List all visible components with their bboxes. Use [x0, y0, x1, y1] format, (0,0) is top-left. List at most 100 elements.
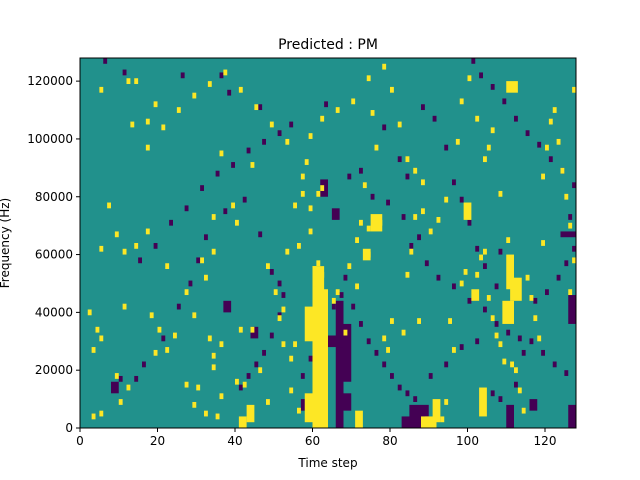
heatmap-cell-low [529, 338, 534, 345]
heatmap-cell-low [560, 231, 576, 238]
heatmap-cell-low [405, 173, 410, 180]
heatmap-cell-low [502, 98, 507, 105]
heatmap-cell-low [324, 101, 328, 108]
heatmap-cell-high [114, 231, 119, 238]
heatmap-cell-high [258, 367, 263, 374]
heatmap-cell-high [300, 173, 305, 180]
heatmap-cell-low [258, 231, 263, 238]
heatmap-cell-high [192, 92, 197, 99]
heatmap-cell-high [541, 240, 545, 246]
heatmap-cell-high [479, 387, 487, 417]
x-tick-label: 40 [227, 434, 242, 448]
heatmap-cell-high [436, 216, 441, 223]
heatmap-cell-low [281, 292, 286, 298]
heatmap-cell-low [572, 245, 576, 252]
heatmap-cell-high [145, 144, 150, 151]
heatmap-cell-low [452, 179, 456, 186]
heatmap-cell-low [409, 243, 414, 249]
heatmap-cell-high [494, 332, 499, 339]
heatmap-cell-low [219, 72, 224, 79]
heatmap-cell-high [424, 416, 429, 423]
heatmap-cell-high [490, 315, 495, 322]
heatmap-cell-low [397, 156, 402, 163]
heatmap-cell-low [351, 303, 356, 310]
heatmap-cell-high [560, 167, 565, 174]
heatmap-cell-low [215, 170, 220, 177]
heatmap-cell-high [421, 208, 425, 215]
heatmap-cell-high [219, 341, 224, 348]
heatmap-cell-high [366, 251, 371, 258]
heatmap-cell-high [289, 355, 294, 362]
heatmap-cell-high [320, 271, 325, 278]
heatmap-cell-high [510, 361, 514, 368]
heatmap-cell-low [386, 199, 390, 206]
heatmap-cell-low [459, 344, 464, 350]
heatmap-cell-high [498, 341, 503, 348]
heatmap-cell-low [467, 219, 472, 226]
heatmap-cell-high [463, 202, 472, 220]
heatmap-cell-low [359, 321, 363, 327]
heatmap-cell-high [99, 410, 104, 417]
heatmap-cell-high [91, 347, 96, 353]
heatmap-cell-high [196, 384, 201, 391]
heatmap-cell-high [568, 289, 573, 296]
heatmap-cell-high [281, 341, 286, 348]
heatmap-cell-low [494, 321, 499, 327]
y-axis: 0 20000 40000 60000 80000 100000 120000 [27, 74, 80, 435]
heatmap-cell-low [242, 196, 247, 203]
heatmap-cell-high [421, 179, 425, 186]
heatmap-cell-high [297, 243, 301, 249]
heatmap-cell-low [568, 214, 573, 220]
heatmap-cell-high [382, 63, 387, 70]
heatmap-cell-high [397, 121, 402, 128]
heatmap-cell-low [111, 381, 119, 394]
heatmap-cell-low [200, 185, 204, 191]
heatmap-cell-high [157, 326, 162, 333]
heatmap-cell-high [413, 214, 418, 220]
heatmap-cell-low [161, 335, 166, 342]
heatmap-cell-low [467, 297, 472, 304]
heatmap-cell-high [428, 228, 433, 235]
heatmap-cell-low [335, 300, 344, 428]
heatmap-cell-high [401, 329, 406, 336]
heatmap-cell-low [568, 404, 576, 428]
heatmap-cell-high [355, 283, 359, 290]
heatmap-cell-low [541, 349, 545, 356]
heatmap-cell-low [506, 329, 511, 336]
heatmap-cell-high [223, 69, 228, 76]
heatmap-cell-low [521, 349, 526, 356]
heatmap-cell-high [370, 110, 375, 116]
y-tick-label: 20000 [35, 363, 73, 377]
x-tick-label: 80 [382, 434, 397, 448]
heatmap-cell-low [122, 69, 127, 76]
heatmap-cell-low [238, 384, 243, 391]
x-tick-label: 120 [534, 434, 557, 448]
heatmap-cell-low [529, 399, 538, 411]
heatmap-cell-low [277, 130, 282, 137]
heatmap-cell-high [165, 263, 170, 270]
heatmap-cell-low [514, 115, 518, 122]
heatmap-cell-low [343, 274, 348, 281]
heatmap-cell-low [548, 156, 553, 163]
heatmap-cell-high [498, 190, 503, 197]
heatmap-cell-low [246, 373, 251, 379]
heatmap-cell-high [126, 78, 131, 85]
heatmap-cell-low [118, 375, 123, 382]
y-tick-label: 40000 [35, 305, 73, 319]
heatmap-cell-high [107, 202, 111, 209]
heatmap-cell-low [246, 147, 251, 154]
heatmap-cell-high [316, 260, 321, 267]
heatmap-cell-low [525, 130, 530, 137]
heatmap-cell-high [293, 341, 297, 348]
heatmap-cell-high [452, 347, 456, 353]
heatmap-cell-high [568, 222, 573, 229]
heatmap-cell-high [184, 289, 189, 296]
heatmap-cell-high [173, 332, 177, 339]
heatmap-cell-high [126, 384, 131, 391]
heatmap-cell-high [300, 190, 305, 197]
heatmap-cell-low [374, 349, 379, 356]
heatmap-cell-high [246, 404, 255, 423]
heatmap-cell-high [320, 185, 325, 191]
heatmap-cell-low [533, 297, 538, 304]
heatmap-cell-high [405, 271, 410, 278]
